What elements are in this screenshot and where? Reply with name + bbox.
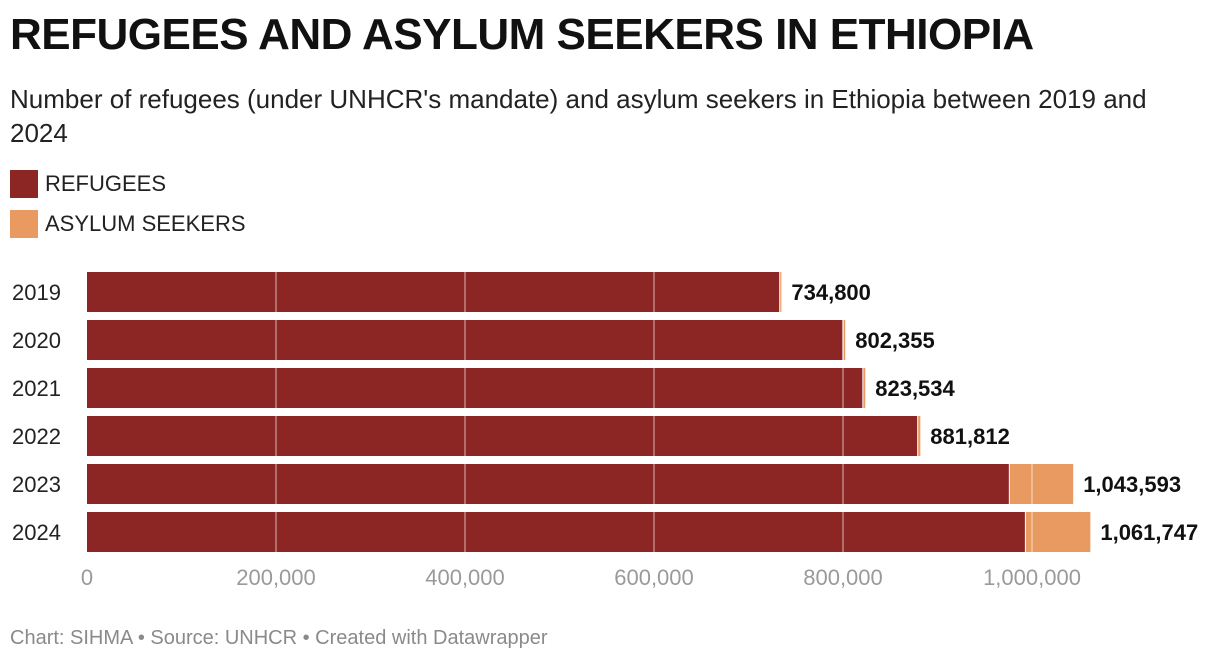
bar-asylum-seekers-2023 <box>1009 464 1074 504</box>
y-tick-label-2019: 2019 <box>12 280 61 305</box>
gridlines <box>275 270 1033 552</box>
chart-footer: Chart: SIHMA • Source: UNHCR • Created w… <box>10 627 548 649</box>
bar-asylum-seekers-2022 <box>917 416 921 456</box>
data-label-2020: 802,355 <box>855 328 935 353</box>
bar-asylum-seekers-2020 <box>843 320 846 360</box>
legend-swatch-asylum-seekers <box>10 210 38 238</box>
bar-asylum-seekers-2019 <box>779 272 782 312</box>
bar-refugees-2019 <box>87 272 780 312</box>
bar-asylum-seekers-2024 <box>1025 512 1091 552</box>
legend-label-asylum-seekers: ASYLUM SEEKERS <box>45 211 246 236</box>
x-tick-label-600,000: 600,000 <box>614 565 694 590</box>
chart-title: REFUGEES AND ASYLUM SEEKERS IN ETHIOPIA <box>10 10 1034 59</box>
bar-refugees-2024 <box>87 512 1026 552</box>
data-label-2023: 1,043,593 <box>1083 472 1181 497</box>
bar-refugees-2020 <box>87 320 843 360</box>
x-tick-label-1,000,000: 1,000,000 <box>983 565 1081 590</box>
x-tick-label-800,000: 800,000 <box>803 565 883 590</box>
bar-refugees-2021 <box>87 368 863 408</box>
bars <box>87 272 1091 552</box>
legend-swatch-refugees <box>10 170 38 198</box>
data-label-2019: 734,800 <box>791 280 871 305</box>
bar-refugees-2023 <box>87 464 1010 504</box>
data-label-2021: 823,534 <box>875 376 955 401</box>
y-tick-label-2022: 2022 <box>12 424 61 449</box>
legend-label-refugees: REFUGEES <box>45 171 167 196</box>
legend-item-refugees: REFUGEES <box>10 170 166 198</box>
y-tick-label-2021: 2021 <box>12 376 61 401</box>
y-tick-label-2024: 2024 <box>12 520 61 545</box>
bar-asylum-seekers-2021 <box>862 368 866 408</box>
bar-refugees-2022 <box>87 416 918 456</box>
x-tick-label-200,000: 200,000 <box>236 565 316 590</box>
data-label-2024: 1,061,747 <box>1100 520 1198 545</box>
x-tick-label-0: 0 <box>81 565 93 590</box>
y-tick-label-2020: 2020 <box>12 328 61 353</box>
x-tick-label-400,000: 400,000 <box>425 565 505 590</box>
legend-item-asylum-seekers: ASYLUM SEEKERS <box>10 210 246 238</box>
y-tick-label-2023: 2023 <box>12 472 61 497</box>
chart-subtitle: Number of refugees (under UNHCR's mandat… <box>10 84 1147 148</box>
labels: 2019 734,800 2020 802,355 2021 823,534 2022 881… <box>12 280 1198 590</box>
data-label-2022: 881,812 <box>930 424 1010 449</box>
